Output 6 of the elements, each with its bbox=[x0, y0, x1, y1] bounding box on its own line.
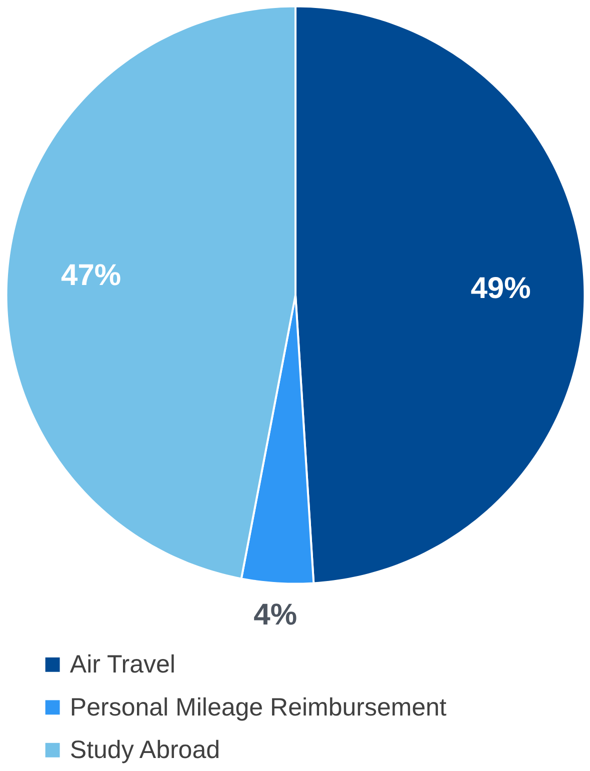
legend-label: Study Abroad bbox=[70, 736, 220, 764]
data-label: 49% bbox=[470, 272, 531, 306]
data-label: 47% bbox=[61, 259, 122, 292]
legend-label: Personal Mileage Reimbursement bbox=[70, 693, 447, 722]
data-label: 4% bbox=[254, 598, 298, 632]
legend-label: Air Travel bbox=[70, 650, 176, 679]
